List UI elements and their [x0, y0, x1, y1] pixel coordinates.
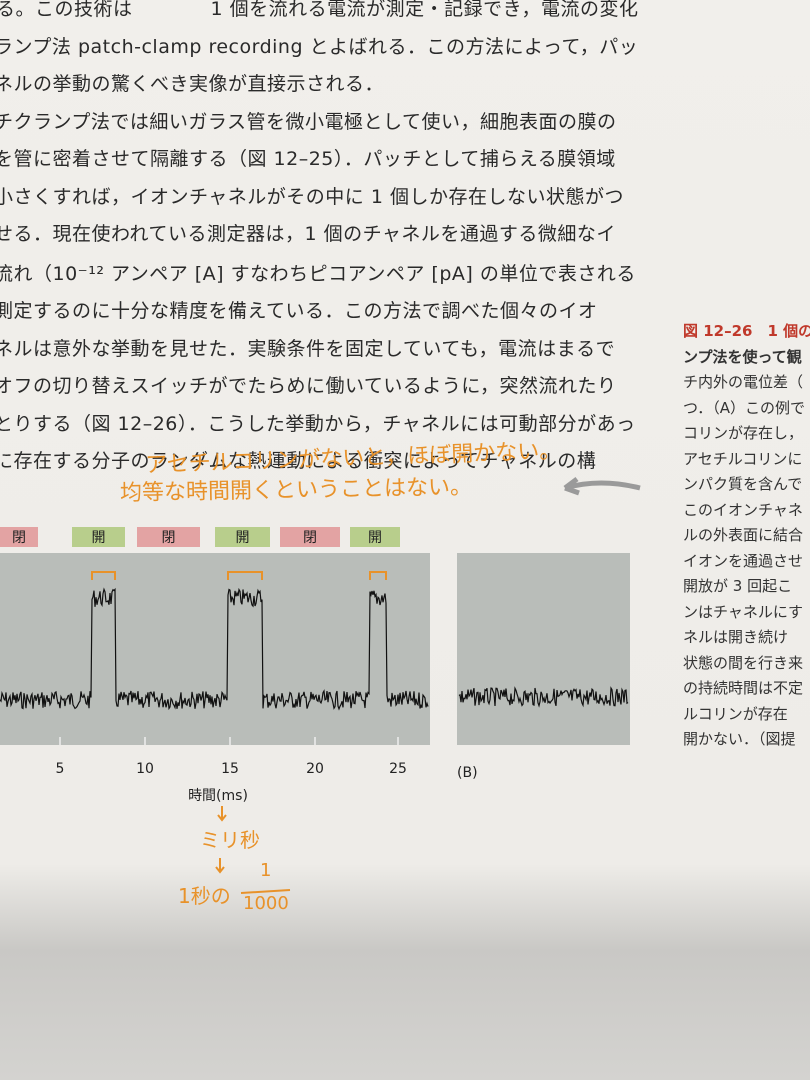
handwritten-note: 1秒の	[178, 884, 231, 908]
panel-b	[457, 553, 630, 745]
fraction-bar	[240, 889, 291, 894]
body-line: とりする（図 12–26）．こうした挙動から，チャネルには可動部分があっ	[0, 412, 636, 435]
state-box	[0, 527, 38, 547]
handwritten-note: ミリ秒	[200, 828, 260, 852]
body-line: せる．現在使われている測定器は，1 個のチャネルを通過する微細なイ	[0, 223, 616, 245]
caption-line: このイオンチャネ	[683, 500, 803, 519]
body-line: ランプ法 patch-clamp recording とよばれる．この方法によっ…	[0, 35, 639, 58]
open-bracket	[91, 571, 116, 580]
caption-line: コリンが存在し，	[683, 424, 804, 442]
body-line: を管に密着させて隔離する（図 12–25）．パッチとして捕らえる膜領域	[0, 148, 616, 170]
caption-line: ンパク質を含んで	[683, 475, 803, 493]
body-line: に存在する分子のランダムな熱運動による衝突によってチャネルの構	[0, 450, 597, 472]
state-label: 閉	[303, 530, 317, 546]
current-trace	[0, 587, 429, 711]
caption-line: イオンを通過させ	[683, 551, 804, 570]
caption-line: チ内外の電位差（	[683, 373, 804, 391]
handwritten-note: 均等な時間開くということはない。	[119, 474, 473, 507]
open-bracket	[227, 571, 263, 580]
caption-line: ンプ法を使って観	[683, 347, 802, 366]
caption-line: 状態の間を行き来	[683, 653, 804, 672]
panel-a	[0, 553, 430, 745]
handwritten-note: 1000	[243, 893, 289, 914]
body-line: ネルは意外な挙動を見せた．実験条件を固定していても，電流はまるで	[0, 337, 616, 360]
caption-line: ンはチャネルにす	[683, 602, 804, 621]
x-tick-label: 25	[389, 761, 407, 777]
state-label: 開	[92, 530, 106, 546]
current-trace	[458, 686, 629, 708]
caption-line: ルの外表面に結合	[683, 526, 804, 544]
handwritten-note: 1	[260, 860, 272, 881]
state-box	[280, 527, 340, 547]
caption-line: 開かない．（図提	[683, 730, 796, 748]
state-box	[72, 527, 125, 547]
caption-line: つ．（A）この例で	[683, 398, 806, 417]
caption-line: 開放が 3 回起こ	[683, 577, 793, 595]
state-box	[215, 527, 270, 547]
x-tick-label: 10	[136, 761, 154, 777]
body-line: 測定するのに十分な精度を備えている．この方法で調べた個々のイオ	[0, 300, 598, 322]
caption-line: 図 12–26 1 個の	[683, 322, 810, 340]
state-label: 開	[368, 530, 382, 546]
caption-line: ネルは開き続け	[683, 628, 789, 646]
x-tick-label: 15	[221, 761, 239, 777]
body-line: ネルの挙動の驚くべき実像が直接示される．	[0, 73, 385, 95]
x-tick-label: 20	[306, 761, 324, 777]
open-bracket	[369, 571, 387, 580]
pencil-arrow	[563, 477, 641, 496]
state-label: 開	[236, 530, 250, 546]
state-label: 閉	[162, 530, 176, 546]
state-label: 閉	[12, 530, 26, 546]
x-axis-label: 時間(ms)	[188, 788, 248, 804]
body-line: る。この技術は 1 個を流れる電流が測定・記録でき，電流の変化	[0, 0, 639, 20]
body-line: オフの切り替えスイッチがでたらめに働いているように，突然流れたり	[0, 375, 617, 397]
caption-line: ルコリンが存在	[683, 704, 788, 723]
x-tick-label: 5	[56, 761, 65, 777]
state-box	[350, 527, 400, 547]
body-line: 流れ（10⁻¹² アンペア [A] すなわちピコアンペア [pA] の単位で表さ…	[0, 262, 636, 285]
caption-line: の持続時間は不定	[683, 679, 804, 697]
body-line: 小さくすれば，イオンチャネルがその中に 1 個しか存在しない状態がつ	[0, 185, 624, 208]
panel-label: (B)	[457, 765, 478, 781]
body-line: チクランプ法では細いガラス管を微小電極として使い，細胞表面の膜の	[0, 110, 617, 133]
hand-arrows	[215, 806, 227, 874]
caption-line: アセチルコリンに	[683, 449, 803, 468]
state-box	[137, 527, 200, 547]
